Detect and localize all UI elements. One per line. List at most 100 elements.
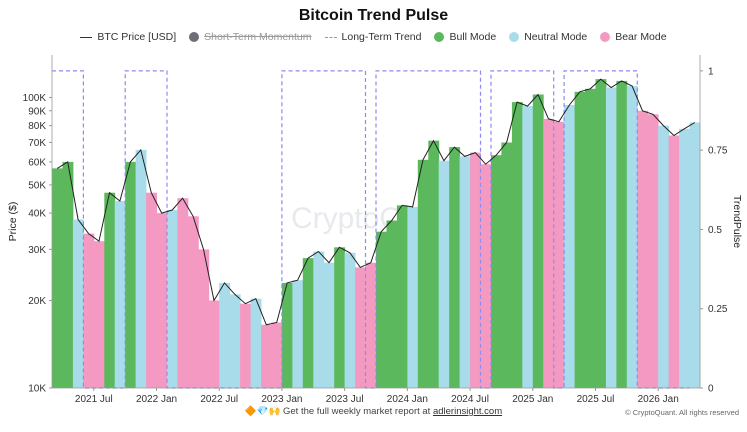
x-tick-label: 2021 Jul [75,394,113,405]
mode-bar-bull [125,161,137,388]
legend-label: Neutral Mode [524,31,588,43]
y2-tick-label: 0.25 [708,304,728,315]
mode-bar-bear [208,300,220,388]
legend-item-long-term-trend[interactable]: Long-Term Trend [324,31,422,43]
mode-bar-bear [480,164,492,388]
mode-bar-bull [585,88,596,389]
mode-bar-bull [511,102,523,388]
mode-bar-bear [637,110,649,389]
mode-bar-bear [177,198,189,388]
mode-bar-bear [93,241,105,388]
mode-bar-bull [302,258,314,388]
footer-emoji: 🔶💎🙌 [244,406,281,417]
y-tick-label: 60K [28,157,46,168]
mode-bar-neutral [689,122,701,388]
legend-label: Bull Mode [449,31,497,43]
mode-bar-bull [616,80,628,389]
mode-bar-bull [491,155,502,388]
y-tick-label: 20K [28,296,46,307]
mode-bar-bear [83,233,95,388]
x-tick-label: 2024 Jan [387,394,428,405]
x-tick-label: 2025 Jan [512,394,553,405]
y2-tick-label: 0.5 [708,225,722,236]
mode-bar-bull [104,192,116,388]
y-tick-label: 50K [28,180,46,191]
mode-bar-neutral [292,280,304,388]
mode-bar-bear [553,121,565,388]
dot-swatch-icon [600,32,611,42]
mode-bar-bull [376,231,387,388]
mode-bar-neutral [658,125,670,388]
x-tick-label: 2022 Jan [136,394,177,405]
mode-bar-bull [396,205,408,388]
mode-bar-bull [334,247,346,388]
y-tick-label: 10K [28,384,46,395]
mode-bar-bull [52,168,63,388]
mode-bar-neutral [626,86,638,388]
legend-item-neutral-mode[interactable]: Neutral Mode [509,31,587,43]
legend-item-bear-mode[interactable]: Bear Mode [600,31,667,43]
mode-bar-bull [428,140,440,388]
legend-item-short-term-momentum[interactable]: Short-Term Momentum [189,31,312,43]
x-tick-label: 2025 Jul [577,394,615,405]
y-tick-label: 80K [28,121,46,132]
mode-bar-bear [198,249,210,388]
x-tick-label: 2023 Jan [261,394,302,405]
mode-bar-bull [595,79,607,388]
mode-bar-bull [532,94,544,388]
y-tick-label: 100K [23,93,47,104]
mode-bar-neutral [250,298,262,388]
y-tick-label: 90K [28,106,46,117]
dot-swatch-icon [434,32,445,42]
chart-title: Bitcoin Trend Pulse [298,7,449,24]
footer-note: 🔶💎🙌 Get the full weekly market report at… [0,406,747,417]
mode-bar-neutral [564,105,575,388]
x-tick-label: 2026 Jan [638,394,679,405]
mode-bar-bear [261,324,272,388]
mode-bar-neutral [72,219,84,388]
y2-axis-label: TrendPulse [731,195,743,248]
mode-bar-bull [386,220,398,388]
mode-bar-bear [355,267,366,388]
y-tick-label: 70K [28,138,46,149]
mode-bar-bear [146,192,157,388]
legend-label: Bear Mode [615,31,667,43]
mode-bar-bull [574,91,586,389]
legend-label: Short-Term Momentum [204,31,312,43]
mode-bar-bull [449,147,461,388]
mode-bar-neutral [114,201,126,388]
y-tick-label: 30K [28,245,46,256]
legend-item-bull-mode[interactable]: Bull Mode [434,31,496,43]
mode-bar-neutral [407,206,419,388]
mode-bar-neutral [313,251,325,388]
legend-label: BTC Price [USD] [97,31,177,43]
legend: BTC Price [USD] Short-Term Momentum Long… [0,31,747,43]
mode-bar-bear [543,118,555,389]
x-tick-label: 2023 Jul [326,394,364,405]
mode-bar-neutral [438,160,450,388]
copyright-credit: © CryptoQuant. All rights reserved [625,408,739,417]
legend-item-btc-price[interactable]: BTC Price [USD] [80,31,176,43]
mode-bar-neutral [679,128,690,389]
btc-price-line [56,78,696,326]
mode-bar-neutral [219,282,231,388]
mode-bar-bull [417,159,429,388]
mode-bar-bull [62,161,74,388]
mode-bar-bear [187,216,199,388]
mode-bar-neutral [323,262,335,388]
mode-bar-bear [271,322,283,388]
report-link[interactable]: adlerinsight.com [432,406,503,417]
footer-text: Get the full weekly market report at [283,406,431,417]
line-swatch-icon [80,36,93,38]
legend-label: Long-Term Trend [341,31,422,43]
x-tick-label: 2024 Jul [451,394,489,405]
dot-swatch-icon [509,32,520,42]
y-tick-label: 40K [28,209,46,220]
y2-tick-label: 0 [708,384,714,395]
mode-bar-neutral [459,156,471,388]
y2-tick-label: 1 [708,66,714,77]
x-tick-label: 2022 Jul [200,394,238,405]
mode-bar-neutral [229,294,241,388]
mode-bar-neutral [522,106,534,388]
